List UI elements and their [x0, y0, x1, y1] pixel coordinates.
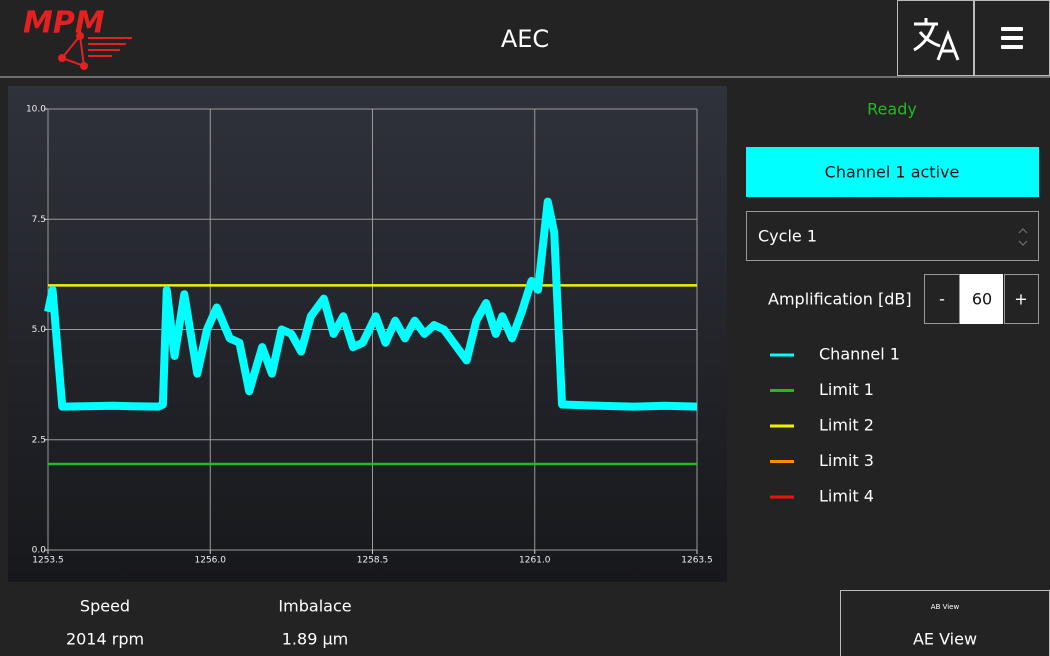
view-button-small: AB View: [931, 603, 960, 611]
y-tick-label: 7.5: [32, 215, 46, 225]
readout-value: 1.89 µm: [282, 630, 348, 649]
plus-button[interactable]: [1004, 274, 1039, 324]
legend: Channel 1 Limit 1 Limit 2 Limit 3 Limit 4: [770, 345, 900, 506]
cycle-select-label: Cycle 1: [758, 227, 817, 246]
readout-label: Imbalace: [278, 597, 351, 616]
amplification-value: 60: [972, 290, 992, 309]
x-tick-label: 1256.0: [195, 556, 227, 566]
x-tick-label: 1258.5: [357, 556, 389, 566]
y-tick-label: 0.0: [32, 546, 47, 556]
channel-button-label: Channel 1 active: [825, 163, 960, 182]
y-tick-label: 10.0: [26, 105, 46, 115]
plot: 0.0 2.5 5.0 7.5 10.0 1253.5 1256.0 1258.5 1261.0…: [26, 105, 713, 566]
minus-label: -: [939, 290, 945, 309]
legend-label: Limit 1: [819, 380, 874, 399]
legend-label: Limit 4: [819, 487, 874, 506]
status: Ready: [867, 100, 917, 119]
legend-label: Channel 1: [819, 345, 900, 364]
view-button-label: AE View: [913, 630, 977, 649]
minus-button[interactable]: [924, 274, 960, 324]
amplification-input[interactable]: [960, 274, 1003, 324]
cycle-select[interactable]: [746, 211, 1039, 261]
menu-icon: [1001, 27, 1023, 49]
legend-label: Limit 2: [819, 416, 874, 435]
x-tick-label: 1253.5: [32, 556, 64, 566]
amplification-label: Amplification [dB]: [768, 290, 912, 309]
legend-label: Limit 3: [819, 451, 874, 470]
y-tick-label: 5.0: [32, 325, 47, 335]
translate-button[interactable]: [897, 0, 974, 76]
x-tick-label: 1261.0: [519, 556, 551, 566]
logo: MPM: [23, 6, 105, 41]
readout-value: 2014 rpm: [66, 630, 144, 649]
x-tick-label: 1263.5: [681, 556, 713, 566]
readout-label: Speed: [80, 597, 130, 616]
translate-icon: [913, 18, 960, 61]
series-line: [44, 197, 698, 411]
logo-graphic: [58, 32, 132, 70]
channel-button[interactable]: [746, 147, 1039, 197]
header-title: AEC: [501, 25, 549, 53]
y-tick-label: 2.5: [32, 435, 46, 445]
select-arrows: [1018, 228, 1028, 246]
plus-label: +: [1014, 290, 1027, 309]
